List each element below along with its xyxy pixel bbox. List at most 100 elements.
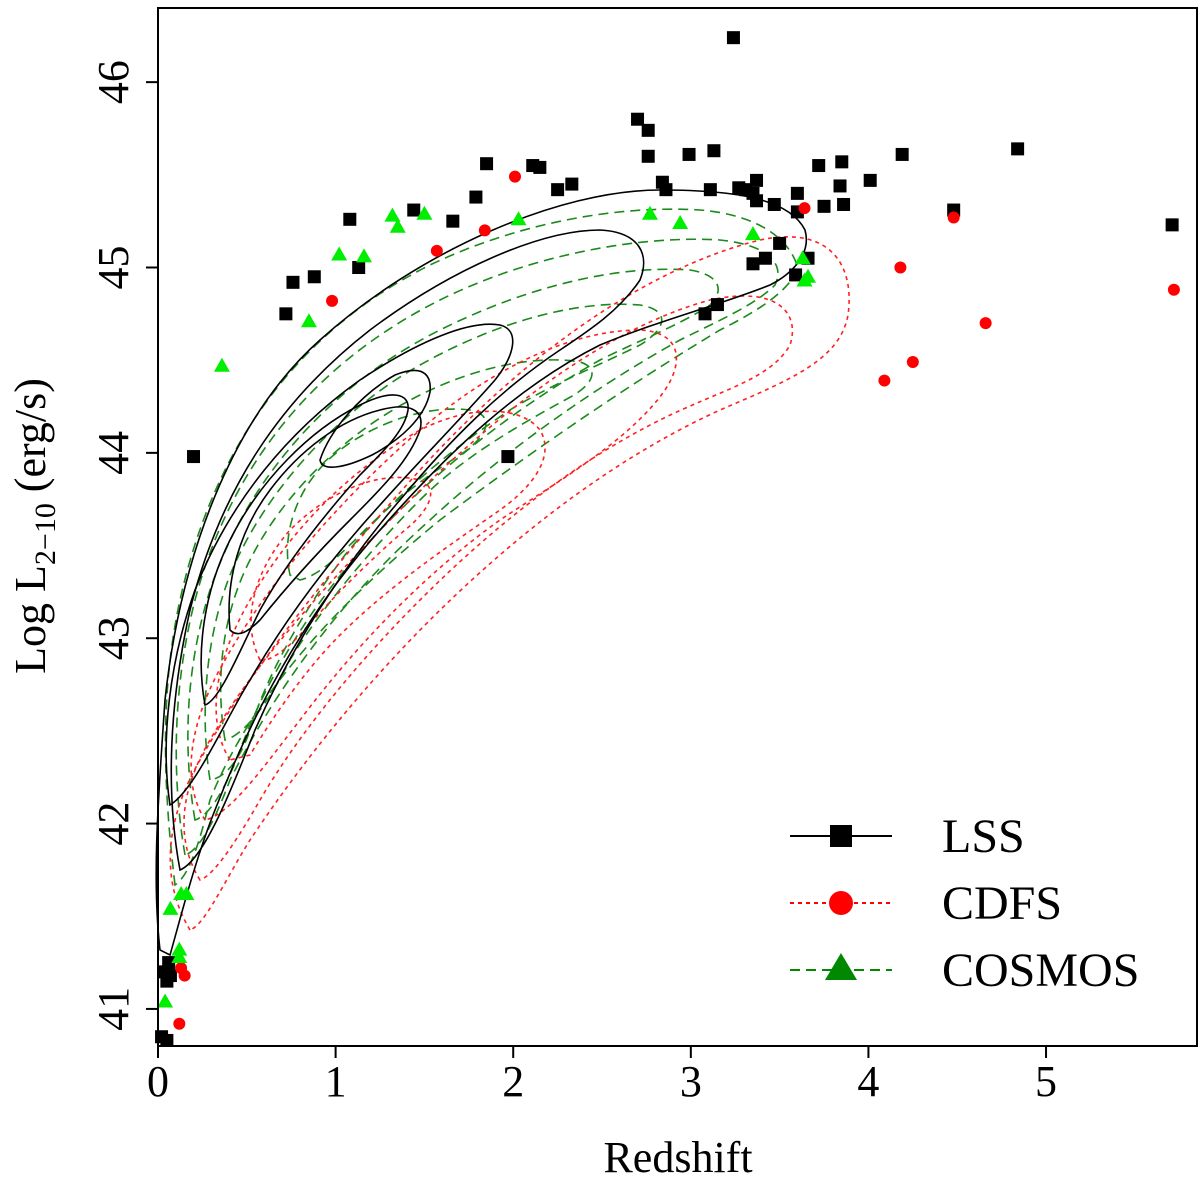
density-contours [155, 189, 850, 957]
y-tick-label-0: 41 [89, 987, 138, 1031]
x-tick-label-4: 4 [857, 1057, 879, 1106]
y-axis-title-sub: 2−10 [29, 503, 62, 565]
lss-point-51 [895, 147, 909, 161]
cdfs-point-9 [894, 261, 907, 274]
lss-point-36 [750, 194, 764, 208]
cosmos-point-11 [389, 218, 406, 233]
y-tick-label-2: 43 [89, 616, 138, 660]
lss-point-37 [750, 173, 764, 187]
cosmos-point-1 [162, 900, 179, 915]
cdfs-contours [169, 236, 850, 931]
lss-contour-5 [228, 406, 422, 635]
x-tick-label-0: 0 [147, 1057, 169, 1106]
lss-point-9 [307, 270, 321, 284]
legend: LSS CDFS COSMOS [790, 810, 1139, 997]
legend-marker-cosmos [825, 953, 857, 980]
cosmos-point-7 [300, 313, 317, 328]
scatter-points [155, 31, 1180, 1047]
lss-point-15 [480, 157, 494, 171]
cdfs-point-6 [508, 170, 521, 183]
lss-point-31 [726, 31, 740, 45]
y-tick-label-5: 46 [89, 60, 138, 104]
cosmos-point-16 [744, 226, 761, 241]
cosmos-contour-1 [164, 208, 799, 887]
y-axis-title-main: Log L [6, 565, 55, 674]
legend-marker-cdfs [829, 891, 853, 915]
lss-contour-3 [165, 323, 514, 807]
cosmos-point-15 [672, 215, 689, 230]
lss-point-39 [767, 197, 781, 211]
cdfs-point-12 [979, 317, 992, 330]
x-tick-label-3: 3 [680, 1057, 702, 1106]
y-tick-label-3: 44 [89, 431, 138, 475]
lss-contour-6 [319, 369, 431, 468]
cosmos-contour-2 [175, 238, 779, 857]
lss-point-29 [707, 144, 721, 158]
lss-point-53 [1011, 142, 1025, 156]
cosmos-point-19 [800, 268, 817, 283]
lss-point-42 [790, 186, 804, 200]
cdfs-point-7 [798, 202, 811, 215]
cdfs-point-10 [906, 356, 919, 369]
lss-point-6 [187, 450, 201, 464]
lss-point-21 [631, 112, 645, 126]
cosmos-point-17 [794, 250, 811, 265]
lss-point-4 [163, 969, 177, 983]
lss-point-27 [698, 307, 712, 321]
lss-point-11 [352, 261, 366, 274]
cosmos-point-12 [416, 205, 433, 220]
lss-point-13 [446, 214, 460, 228]
lss-point-41 [789, 268, 803, 282]
legend-entry-cdfs: CDFS [790, 877, 1062, 930]
legend-label-cdfs: CDFS [942, 877, 1062, 930]
x-axis-title: Redshift [603, 1133, 752, 1179]
cosmos-point-2 [171, 941, 188, 956]
lss-point-12 [407, 203, 421, 217]
lss-point-38 [758, 251, 772, 265]
lss-point-16 [501, 450, 515, 464]
lss-point-50 [863, 173, 877, 187]
lss-point-7 [279, 307, 293, 321]
cdfs-contour-2 [183, 295, 794, 881]
legend-entry-cosmos: COSMOS [790, 944, 1139, 997]
y-tick-label-4: 45 [89, 246, 138, 290]
cosmos-point-8 [331, 246, 348, 261]
lss-point-30 [710, 298, 724, 312]
cosmos-point-0 [157, 993, 174, 1008]
cdfs-point-0 [173, 1017, 186, 1030]
lss-point-14 [469, 190, 483, 204]
y-axis-title: Log L2−10 (erg/s) [6, 378, 62, 674]
cosmos-point-3 [171, 949, 188, 964]
lss-point-8 [286, 275, 300, 289]
legend-entry-lss: LSS [790, 810, 1025, 863]
lss-point-5 [160, 1033, 174, 1047]
cosmos-point-10 [384, 207, 401, 222]
cdfs-point-13 [1167, 283, 1180, 296]
cosmos-point-5 [178, 886, 195, 901]
cdfs-contour-5 [250, 476, 432, 661]
cosmos-point-13 [510, 211, 527, 226]
lss-point-3 [162, 956, 176, 970]
cosmos-point-14 [641, 205, 658, 220]
lss-point-25 [659, 183, 673, 197]
lss-point-40 [773, 236, 787, 250]
cdfs-contour-4 [215, 410, 546, 761]
cdfs-point-8 [878, 374, 891, 387]
cdfs-point-5 [478, 224, 491, 237]
lss-contour-2 [170, 229, 645, 872]
legend-label-lss: LSS [942, 810, 1025, 863]
plot-frame [157, 7, 1198, 1047]
x-tick-label-2: 2 [502, 1057, 524, 1106]
lss-point-48 [835, 155, 849, 169]
lss-point-47 [833, 179, 847, 193]
lss-point-22 [641, 123, 655, 137]
cdfs-contour-3 [190, 329, 678, 821]
cosmos-contour-3 [187, 268, 719, 822]
cdfs-point-11 [947, 211, 960, 224]
lss-point-26 [682, 147, 696, 161]
lss-point-23 [641, 149, 655, 163]
x-tick-label-5: 5 [1035, 1057, 1057, 1106]
y-tick-label-1: 42 [89, 802, 138, 846]
